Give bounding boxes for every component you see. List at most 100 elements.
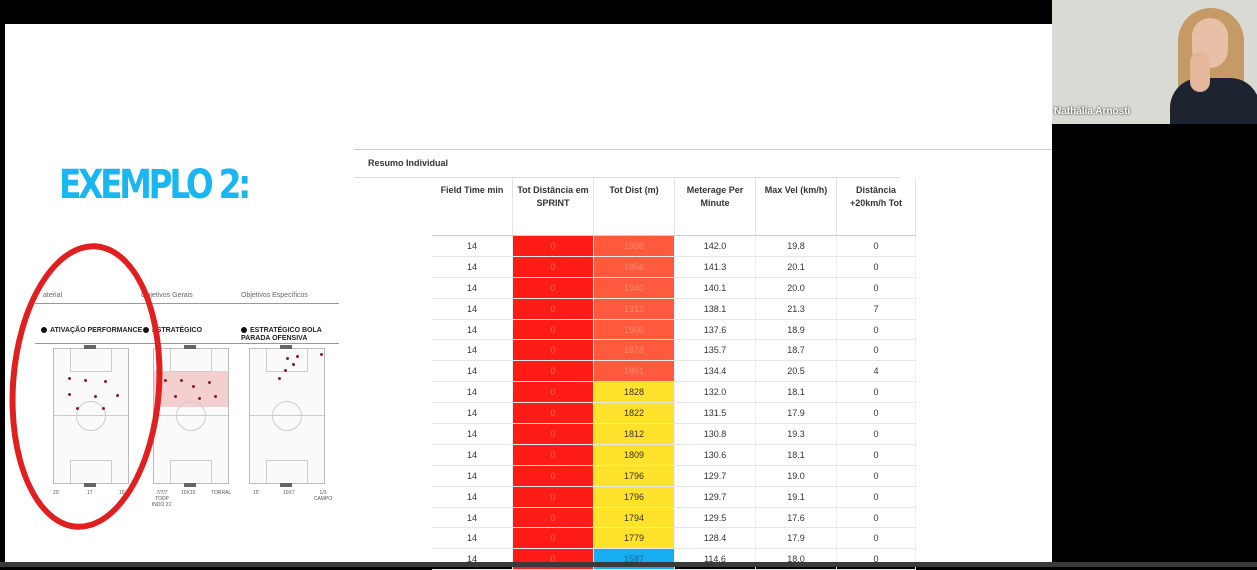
board-footer-item: 10X7 <box>283 490 295 496</box>
pitch-diagram-2 <box>153 345 229 487</box>
cell-field-time: 14 <box>432 423 513 445</box>
cell-sprint-distance: 0 <box>512 381 594 404</box>
board-section-label: ATIVAÇÃO PERFORMANCE <box>50 327 143 334</box>
cell-total-distance: 1912 <box>593 298 675 320</box>
cell-sprint-distance: 0 <box>512 423 594 445</box>
cell-sprint-distance: 0 <box>512 235 594 257</box>
cell-max-velocity: 18.1 <box>755 381 837 404</box>
board-header-material: aterial <box>43 292 63 299</box>
table-row: 14 0 1956 141.3 20.1 0 <box>432 256 916 278</box>
cell-field-time: 14 <box>432 465 513 487</box>
board-footer-item: TORRAL <box>211 490 232 496</box>
cell-field-time: 14 <box>432 444 513 466</box>
cell-meterage: 132.0 <box>674 381 756 404</box>
cell-field-time: 14 <box>432 319 513 341</box>
table-row: 14 0 1822 131.5 17.9 0 <box>432 402 916 425</box>
column-header-distance-20kmh: Distância +20km/h Tot <box>836 178 916 236</box>
participant-name: Nathália Arnosti <box>1054 106 1131 117</box>
column-header-total-distance: Tot Dist (m) <box>593 178 675 236</box>
cell-distance-20kmh: 0 <box>836 527 916 550</box>
cell-total-distance: 1986 <box>593 235 675 257</box>
table-title: Resumo Individual <box>368 158 449 168</box>
cell-max-velocity: 18.1 <box>755 444 837 466</box>
table-body: 14 0 1986 142.0 19.8 0 14 0 1956 141.3 20.1 0 14 0 194… <box>432 235 916 570</box>
cell-distance-20kmh: 0 <box>836 486 916 508</box>
cell-field-time: 14 <box>432 235 513 257</box>
cell-max-velocity: 19.0 <box>755 465 837 487</box>
table-row: 14 0 1812 130.8 19.3 0 <box>432 423 916 445</box>
slide-title: EXEMPLO 2: <box>59 162 251 208</box>
cell-field-time: 14 <box>432 256 513 278</box>
cell-distance-20kmh: 0 <box>836 444 916 466</box>
cell-total-distance: 1796 <box>593 465 675 487</box>
table-row: 14 0 1796 129.7 19.1 0 <box>432 486 916 508</box>
cell-max-velocity: 17.9 <box>755 527 837 550</box>
participant-video-tile[interactable]: Nathália Arnosti <box>1052 0 1257 124</box>
cell-total-distance: 1812 <box>593 423 675 445</box>
table-header-row: Field Time min Tot Distância em SPRINT T… <box>432 178 916 236</box>
cell-meterage: 131.5 <box>674 402 756 425</box>
cell-sprint-distance: 0 <box>512 339 594 362</box>
cell-field-time: 14 <box>432 360 513 383</box>
cell-distance-20kmh: 0 <box>836 402 916 425</box>
cell-distance-20kmh: 0 <box>836 423 916 445</box>
cell-max-velocity: 19.3 <box>755 423 837 445</box>
cell-meterage: 130.8 <box>674 423 756 445</box>
cell-distance-20kmh: 0 <box>836 319 916 341</box>
cell-max-velocity: 17.9 <box>755 402 837 425</box>
column-header-field-time: Field Time min <box>432 178 513 236</box>
board-section-estrategico: ESTRATÉGICO <box>143 327 202 335</box>
cell-meterage: 142.0 <box>674 235 756 257</box>
board-footer-item: 10X10 <box>181 490 196 496</box>
cell-total-distance: 1828 <box>593 381 675 404</box>
bullet-icon <box>143 327 149 333</box>
table-row: 14 0 1878 135.7 18.7 0 <box>432 339 916 362</box>
board-section-ativacao: ATIVAÇÃO PERFORMANCE <box>41 327 142 335</box>
bottom-bar <box>0 562 1257 567</box>
cell-distance-20kmh: 0 <box>836 256 916 278</box>
cell-total-distance: 1861 <box>593 360 675 383</box>
cell-meterage: 134.4 <box>674 360 756 383</box>
board-footer-item: 15' <box>119 490 126 496</box>
table-row: 14 0 1796 129.7 19.0 0 <box>432 465 916 487</box>
cell-total-distance: 1796 <box>593 486 675 508</box>
cell-meterage: 141.3 <box>674 256 756 278</box>
cell-sprint-distance: 0 <box>512 444 594 466</box>
cell-sprint-distance: 0 <box>512 319 594 341</box>
board-footer-item: 17 <box>87 490 93 496</box>
cell-distance-20kmh: 0 <box>836 465 916 487</box>
cell-sprint-distance: 0 <box>512 298 594 320</box>
summary-table: Field Time min Tot Distância em SPRINT T… <box>432 178 916 570</box>
board-divider <box>35 343 339 344</box>
board-section-label: ESTRATÉGICO <box>152 327 203 334</box>
cell-distance-20kmh: 0 <box>836 235 916 257</box>
cell-sprint-distance: 0 <box>512 507 594 529</box>
cell-meterage: 128.4 <box>674 527 756 550</box>
board-footer-item: 15' <box>253 490 260 496</box>
cell-sprint-distance: 0 <box>512 527 594 550</box>
table-row: 14 0 1940 140.1 20.0 0 <box>432 277 916 299</box>
cell-max-velocity: 20.0 <box>755 277 837 299</box>
table-row: 14 0 1861 134.4 20.5 4 <box>432 360 916 383</box>
cell-total-distance: 1809 <box>593 444 675 466</box>
cell-field-time: 14 <box>432 381 513 404</box>
table-row: 14 0 1809 130.6 18.1 0 <box>432 444 916 466</box>
cell-total-distance: 1794 <box>593 507 675 529</box>
cell-total-distance: 1956 <box>593 256 675 278</box>
cell-max-velocity: 19.8 <box>755 235 837 257</box>
cell-meterage: 137.6 <box>674 319 756 341</box>
cell-sprint-distance: 0 <box>512 486 594 508</box>
cell-distance-20kmh: 0 <box>836 507 916 529</box>
table-row: 14 0 1986 142.0 19.8 0 <box>432 235 916 257</box>
cell-field-time: 14 <box>432 339 513 362</box>
table-top-rule <box>354 149 1052 150</box>
cell-sprint-distance: 0 <box>512 465 594 487</box>
cell-max-velocity: 21.3 <box>755 298 837 320</box>
cell-max-velocity: 17.6 <box>755 507 837 529</box>
board-header-objetivos-gerais: Objetivos Gerais <box>141 292 193 299</box>
tactical-board: aterial Objetivos Gerais Objetivos Espec… <box>35 288 345 518</box>
pitch-diagram-1 <box>53 345 129 487</box>
cell-distance-20kmh: 0 <box>836 277 916 299</box>
cell-max-velocity: 18.7 <box>755 339 837 362</box>
table-row: 14 0 1906 137.6 18.9 0 <box>432 319 916 341</box>
